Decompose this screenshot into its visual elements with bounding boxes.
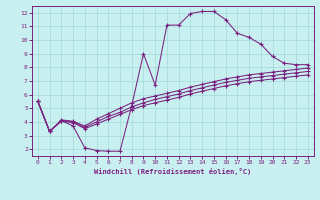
X-axis label: Windchill (Refroidissement éolien,°C): Windchill (Refroidissement éolien,°C) [94, 168, 252, 175]
